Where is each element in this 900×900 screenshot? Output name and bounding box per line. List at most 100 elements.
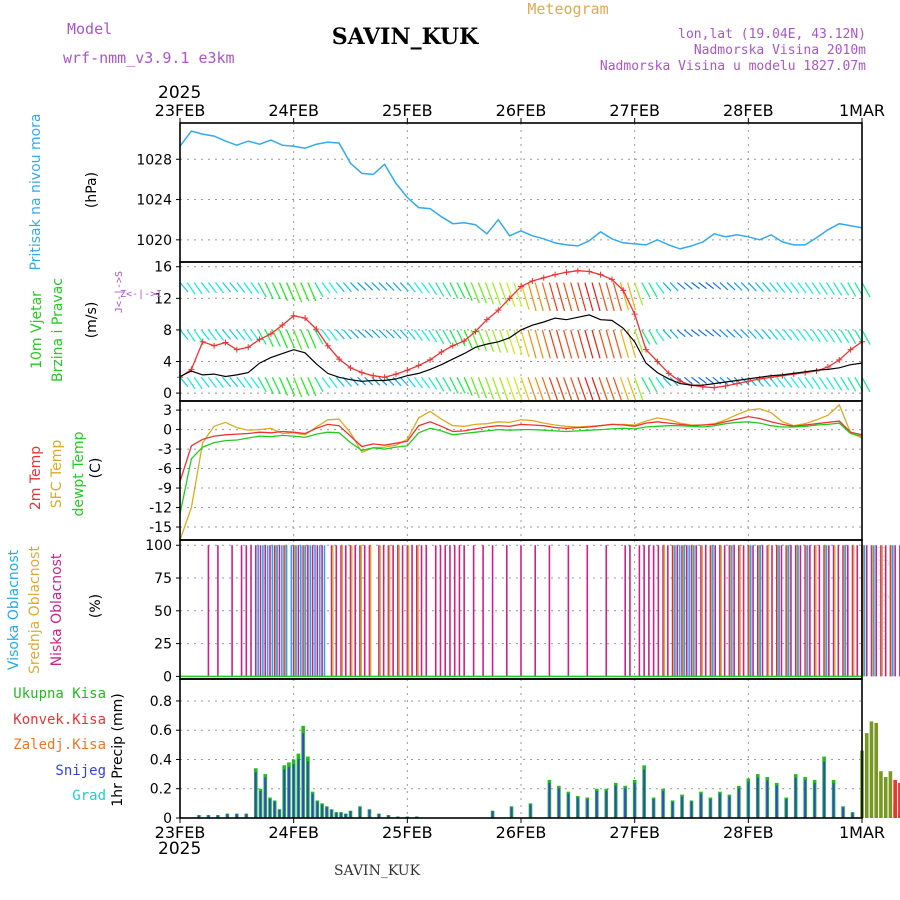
wind-barb-8 [271,329,281,347]
wind-barb-2 [321,376,331,389]
gust-marker [608,276,615,283]
wind-barb-2 [492,377,502,401]
model-elevation-label: Nadmorska Visina u modelu 1827.07m [600,59,866,74]
gust-marker [381,374,388,381]
wind-barb-8 [342,329,352,340]
wind-barb-14 [342,282,352,293]
wind-barb-14 [364,282,374,291]
wind-barb-8 [229,329,239,340]
wind-barb-8 [463,329,473,349]
wind-barb-14 [747,282,757,292]
wind-barb-8 [804,329,814,342]
snow-bar [662,791,664,818]
wind-direction-label-h: Z<-|->I [120,289,162,300]
wind-barb-14 [513,282,523,307]
wind-barb-8 [357,329,367,339]
wind-barb-14 [634,282,644,306]
wind-barb-2 [207,376,217,389]
wind-barb-8 [584,329,594,359]
wind-barb-8 [570,329,580,359]
wind-barb-14 [335,282,345,293]
wind-barb-14 [399,282,409,292]
panel-frame-pressure [179,122,863,263]
x-tick-bottom-25feb: 25FEB [382,823,433,842]
wind-barb-2 [264,377,274,395]
wind-barb-14 [655,282,665,294]
snow-bar [226,813,229,818]
wind-barb-8 [818,329,828,343]
wind-barb-14 [712,282,722,290]
gust-marker [404,367,411,374]
wind-barb-14 [527,282,537,312]
wind-barb-2 [193,376,203,390]
wind-barb-14 [534,282,544,312]
wind-barb-8 [612,329,622,359]
wind-barb-2 [662,376,672,387]
temp-2m-line [179,415,863,482]
ylabel-cloud-unit: (%) [88,594,104,618]
wind-barb-8 [499,329,509,353]
wind-barb-2 [555,377,566,401]
wind-barb-14 [662,282,672,292]
wind-barb-2 [811,376,821,390]
wind-barb-2 [200,376,210,388]
wind-barb-14 [442,282,452,297]
snow-bar [288,766,290,818]
wind-barb-2 [563,377,573,401]
gust-marker [461,337,468,344]
wind-barb-8 [698,329,707,337]
wind-barb-8 [712,329,722,338]
ylabel-temp2m: 2m Temp [28,446,44,510]
wind-barb-8 [669,329,679,339]
wind-barb-2 [293,377,303,398]
snow-bar [264,777,267,818]
ytick-temp: -3 [158,442,172,458]
snow-bar [557,788,560,818]
wind-barb-2 [847,377,857,392]
wind-barb-8 [314,329,324,345]
wind-barb-8 [691,329,700,337]
wind-barb-2 [804,376,814,389]
gust-marker [586,268,593,275]
wind-barb-2 [179,376,189,388]
snow-bar [311,793,314,818]
gust-marker [495,307,502,314]
wind-barb-8 [527,329,537,359]
gust-marker [199,338,206,345]
wind-barb-8 [520,329,530,358]
snow-bar [349,811,352,818]
x-tick-bottom-27feb: 27FEB [609,823,660,842]
wind-barb-14 [790,282,800,294]
wind-barb-8 [847,329,857,345]
wind-barb-2 [463,377,473,396]
gust-marker [631,311,638,318]
wind-barb-14 [548,282,558,312]
wind-barb-2 [733,376,743,386]
snow-bar [378,813,380,818]
x-tick-top-28feb: 28FEB [723,101,774,120]
wind-barb-14 [861,282,871,298]
snow-bar [747,781,750,818]
wind-barb-2 [250,376,260,389]
snow-bar [756,777,759,818]
wind-barb-14 [691,282,700,290]
wind-barb-2 [385,376,395,386]
wind-barb-2 [435,377,445,392]
wind-barb-2 [783,376,793,388]
wind-barb-2 [818,376,828,390]
wind-barb-2 [619,377,630,401]
wind-barb-2 [655,376,665,389]
gust-marker [358,369,365,376]
wind-barb-8 [548,329,558,359]
wind-barb-8 [406,329,416,341]
snow-bar [216,815,219,818]
ytick-temp: -15 [149,520,172,536]
wind-barb-8 [605,329,615,359]
wind-barb-2 [406,376,416,388]
x-tick-top-26feb: 26FEB [496,101,547,120]
wind-barb-14 [371,282,381,291]
wind-barb-8 [641,329,651,345]
wind-barb-8 [634,329,644,353]
snow-bar [804,780,807,818]
rain-bar [864,733,869,818]
